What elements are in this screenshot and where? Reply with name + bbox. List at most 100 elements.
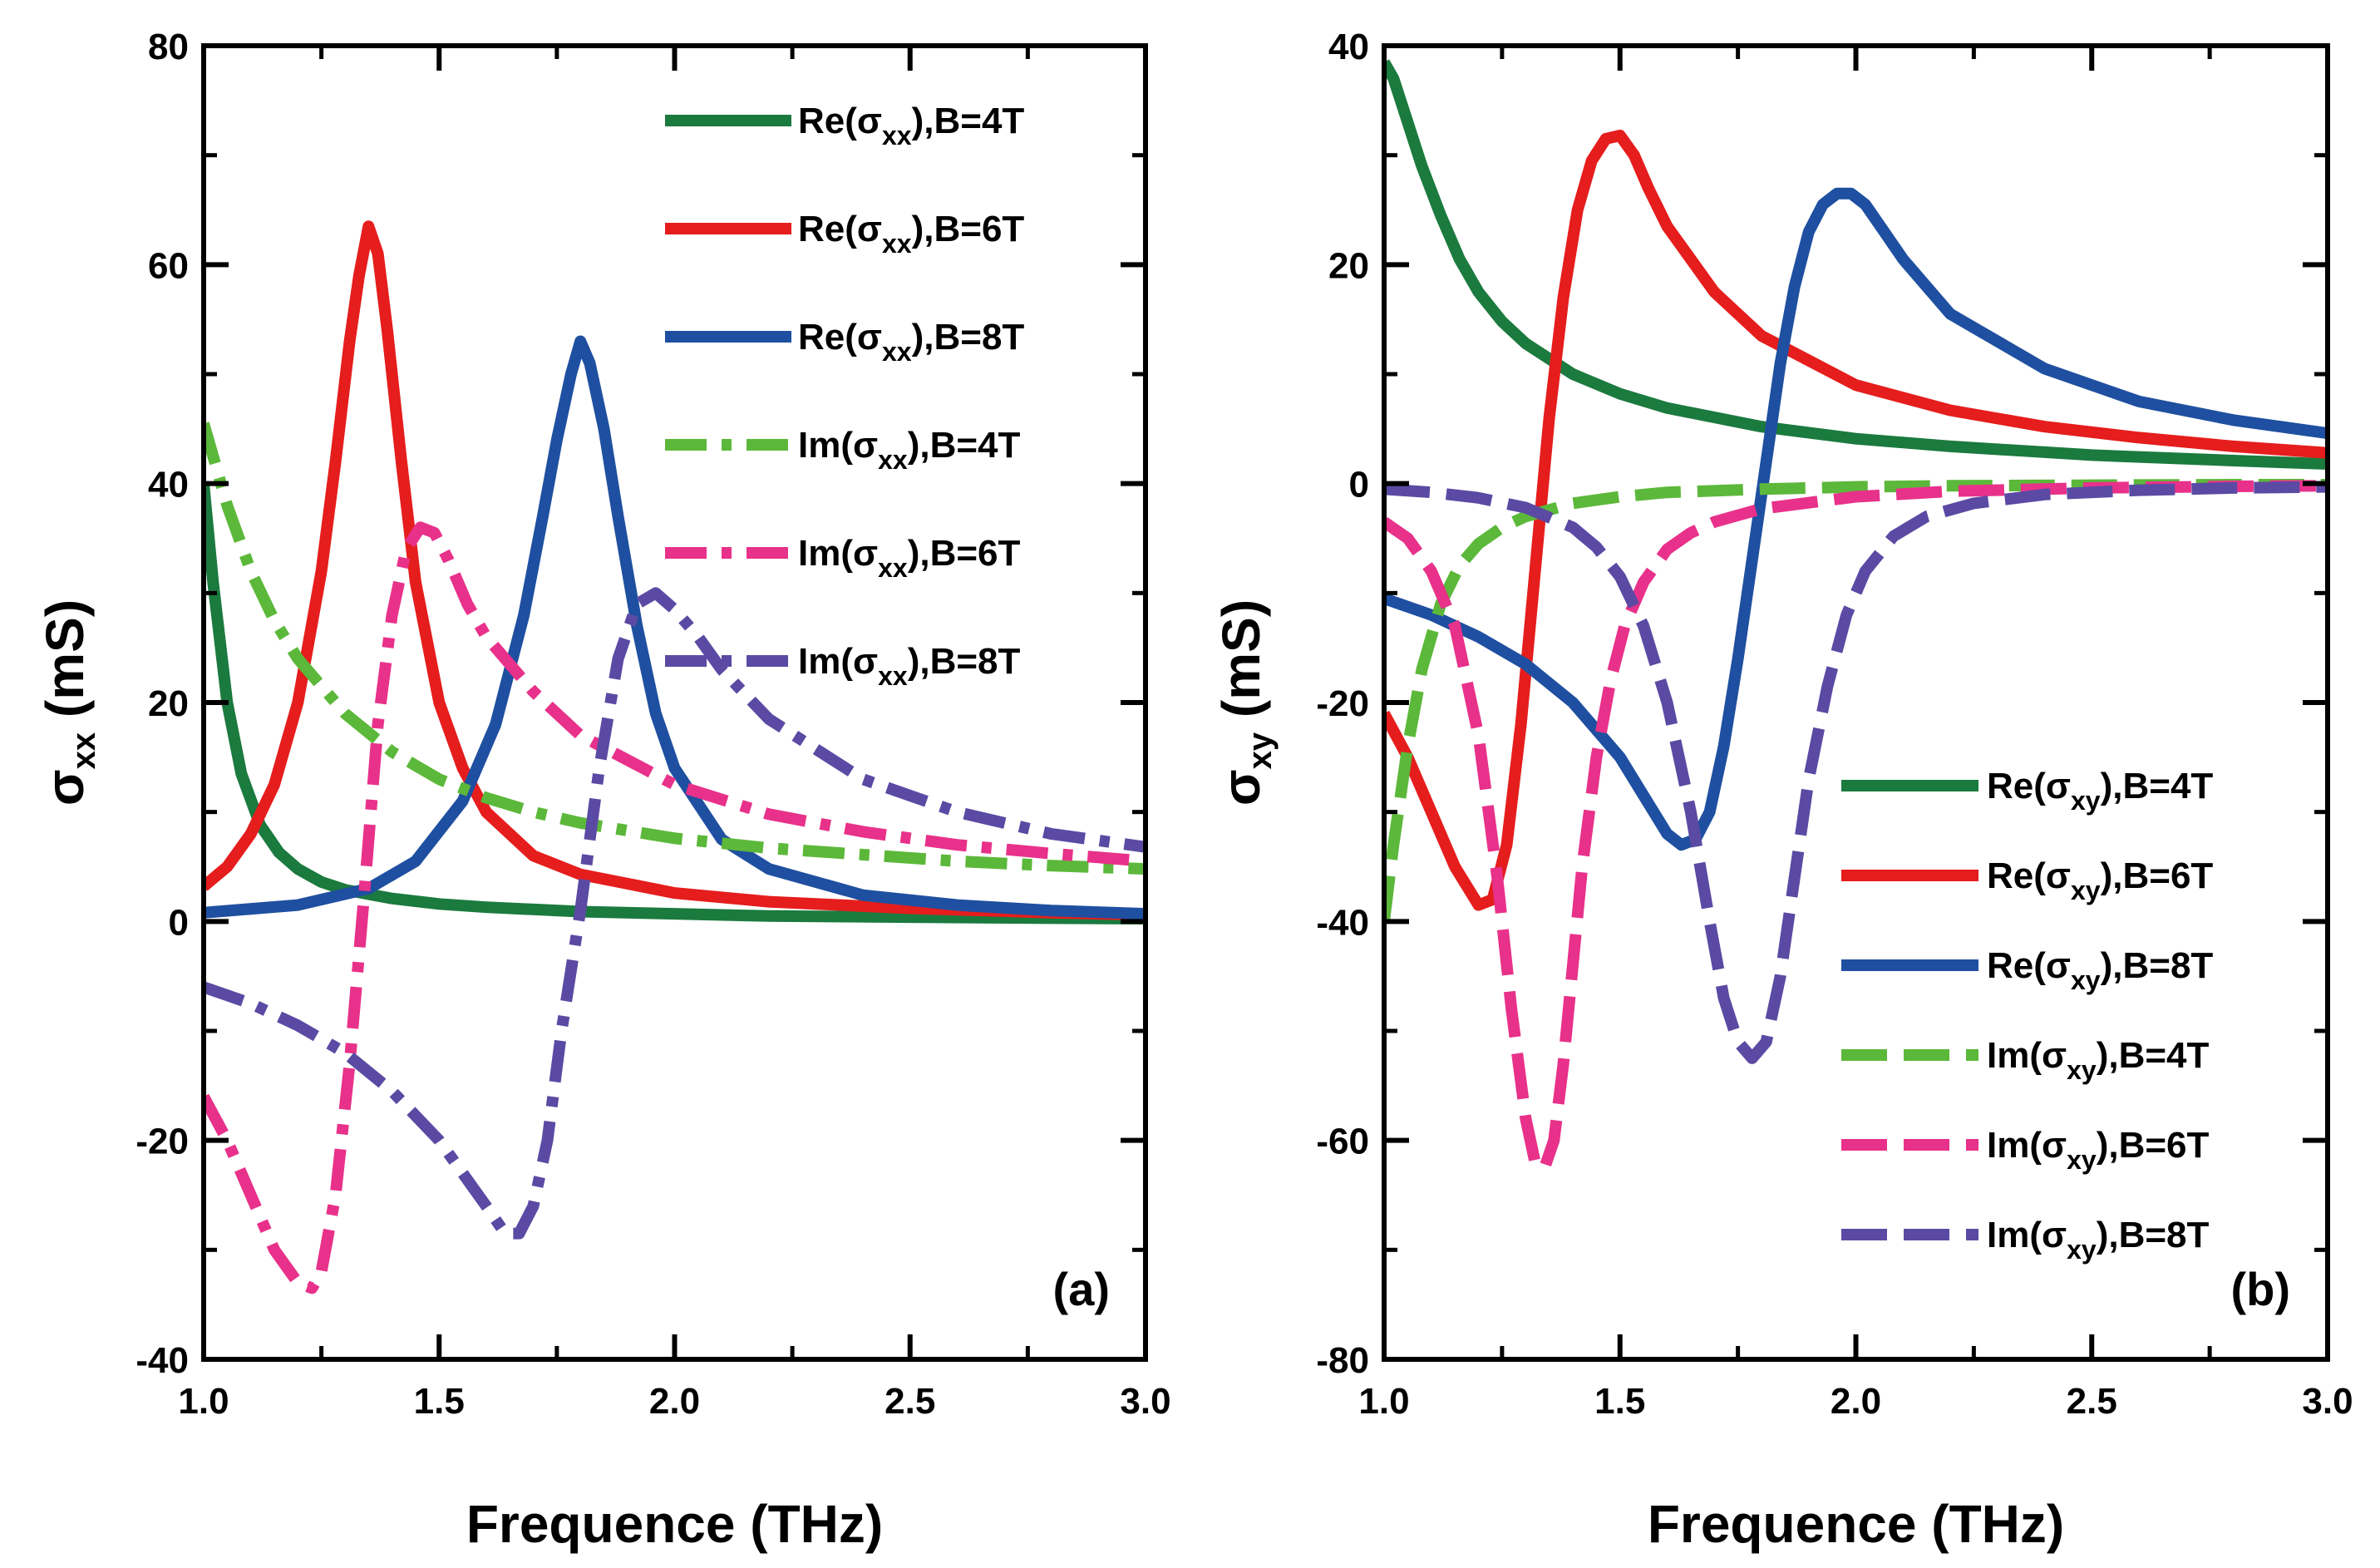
x-tick-label: 1.0 — [178, 1381, 229, 1422]
legend-text-subscript: xx — [878, 445, 908, 475]
legend-text-pre: Im(σ — [1987, 1125, 2067, 1166]
y-axis-title-symbol: σ — [35, 769, 95, 806]
legend-text-pre: Im(σ — [798, 641, 878, 682]
legend-text-subscript: xx — [882, 337, 912, 367]
x-tick-label: 2.5 — [884, 1381, 935, 1422]
y-tick-label: -20 — [136, 1122, 189, 1162]
series-line-5 — [204, 521, 1146, 1294]
legend-text-pre: Re(σ — [1987, 945, 2071, 986]
legend-text-pre: Re(σ — [1987, 855, 2071, 896]
y-tick-label: -40 — [136, 1340, 189, 1381]
legend-entry-5: Im(σxx),B=6T — [798, 533, 1021, 583]
x-axis-title: Frequence (THz) — [466, 1494, 883, 1554]
series-line-2 — [204, 220, 1146, 921]
legend-text-pre: Re(σ — [798, 209, 882, 249]
y-tick-label: -20 — [1316, 683, 1369, 724]
legend-text-pre: Re(σ — [798, 101, 882, 141]
legend-text-post: ),B=8T — [912, 317, 1025, 357]
legend-entry-3: Re(σxx),B=8T — [798, 317, 1024, 367]
y-axis-title-unit: (mS) — [35, 599, 95, 732]
y-tick-label: 20 — [1328, 245, 1369, 286]
y-axis-title-unit: (mS) — [1211, 599, 1271, 732]
y-tick-label: 0 — [1349, 465, 1369, 505]
series-group — [204, 220, 1146, 1294]
legend-text-subscript: xy — [2071, 965, 2101, 995]
legend-entry-5: Im(σxy),B=6T — [1987, 1125, 2210, 1175]
legend-entry-1: Re(σxy),B=4T — [1987, 766, 2213, 816]
legend: Re(σxy),B=4TRe(σxy),B=6TRe(σxy),B=8TIm(σ… — [1841, 766, 2213, 1265]
y-axis-title: σxx (mS) — [35, 599, 102, 806]
legend-text-post: ),B=8T — [2097, 1215, 2210, 1255]
legend-text-post: ),B=6T — [912, 209, 1025, 249]
legend-text-pre: Im(σ — [798, 425, 878, 466]
legend-text-subscript: xx — [882, 229, 912, 259]
legend-text-post: ),B=6T — [908, 533, 1021, 574]
legend-text-pre: Re(σ — [1987, 766, 2071, 806]
legend-text-pre: Im(σ — [798, 533, 878, 574]
x-tick-label: 2.5 — [2067, 1381, 2117, 1422]
x-tick-label: 2.0 — [1831, 1381, 1881, 1422]
x-axis-title: Frequence (THz) — [1648, 1494, 2064, 1554]
series-line-5 — [1384, 480, 2328, 1174]
series-line-1 — [1384, 59, 2328, 470]
legend-text-post: ),B=4T — [908, 425, 1021, 466]
x-tick-label: 3.0 — [2302, 1381, 2353, 1422]
legend-text-pre: Im(σ — [1987, 1035, 2067, 1076]
series-line-3 — [204, 335, 1146, 920]
panel-label: (a) — [1053, 1263, 1110, 1315]
y-tick-label: -80 — [1316, 1340, 1369, 1381]
x-tick-label: 1.0 — [1358, 1381, 1409, 1422]
legend-entry-6: Im(σxy),B=8T — [1987, 1215, 2210, 1265]
series-line-6 — [1384, 481, 2328, 1064]
series-line-3 — [1384, 187, 2328, 851]
x-tick-label: 2.0 — [649, 1381, 700, 1422]
legend-text-post: ),B=4T — [2097, 1035, 2210, 1076]
y-axis-title-subscript: xx — [66, 732, 102, 770]
series-group — [1384, 59, 2328, 1174]
legend-text-subscript: xy — [2067, 1145, 2097, 1175]
legend-entry-6: Im(σxx),B=8T — [798, 641, 1021, 691]
legend-text-post: ),B=8T — [2101, 945, 2214, 986]
legend-text-post: ),B=6T — [2097, 1125, 2210, 1166]
legend-entry-2: Re(σxy),B=6T — [1987, 855, 2213, 905]
y-axis-title-symbol: σ — [1211, 769, 1271, 806]
legend: Re(σxx),B=4TRe(σxx),B=6TRe(σxx),B=8TIm(σ… — [665, 101, 1024, 691]
panel-b: 1.0 1.5 2.0 2.5 3.0 -80 -60 -40 -20 0 20 40 Frequenc… — [1211, 27, 2353, 1554]
x-tick-label: 1.5 — [414, 1381, 465, 1422]
legend-text-post: ),B=4T — [912, 101, 1025, 141]
legend-entry-4: Im(σxx),B=4T — [798, 425, 1021, 475]
y-axis-title-subscript: xy — [1242, 732, 1279, 769]
legend-text-subscript: xx — [878, 661, 908, 691]
legend-text-subscript: xy — [2067, 1055, 2097, 1085]
legend-text-subscript: xx — [882, 121, 912, 150]
legend-text-pre: Re(σ — [798, 317, 882, 357]
y-tick-label: 0 — [169, 902, 189, 943]
y-tick-label: -40 — [1316, 902, 1369, 943]
legend-text-subscript: xy — [2071, 786, 2101, 816]
legend-entry-3: Re(σxy),B=8T — [1987, 945, 2213, 995]
legend-text-post: ),B=8T — [908, 641, 1021, 682]
series-line-4 — [204, 422, 1146, 875]
panel-a: 1.0 1.5 2.0 2.5 3.0 -40 -20 0 20 40 60 80 Frequence … — [35, 27, 1171, 1554]
panel-label: (b) — [2230, 1263, 2290, 1315]
series-line-6 — [204, 587, 1146, 1240]
legend-text-subscript: xy — [2071, 875, 2101, 905]
y-tick-label: 80 — [148, 27, 189, 67]
y-tick-label: -60 — [1316, 1122, 1369, 1162]
legend-text-post: ),B=4T — [2101, 766, 2214, 806]
y-tick-label: 20 — [148, 683, 189, 724]
legend-text-post: ),B=6T — [2101, 855, 2214, 896]
legend-entry-4: Im(σxy),B=4T — [1987, 1035, 2210, 1085]
y-axis-title: σxy (mS) — [1211, 599, 1279, 806]
y-tick-label: 40 — [148, 465, 189, 505]
series-line-2 — [1384, 130, 2328, 911]
legend-text-subscript: xx — [878, 553, 908, 583]
x-tick-label: 1.5 — [1594, 1381, 1645, 1422]
legend-entry-1: Re(σxx),B=4T — [798, 101, 1024, 150]
legend-text-subscript: xy — [2067, 1235, 2097, 1265]
y-tick-label: 40 — [1328, 27, 1369, 67]
legend-entry-2: Re(σxx),B=6T — [798, 209, 1024, 259]
x-tick-label: 3.0 — [1120, 1381, 1170, 1422]
y-tick-label: 60 — [148, 245, 189, 286]
